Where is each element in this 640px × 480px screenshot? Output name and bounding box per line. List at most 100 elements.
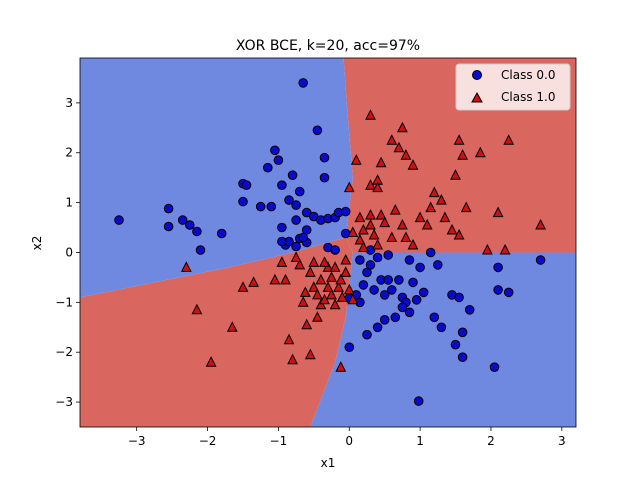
point-class-1 [400, 231, 412, 242]
x-tick-label: −3 [128, 434, 146, 448]
y-axis-ticks: −3 −2 −1 0 1 2 3 [55, 96, 80, 409]
point-class-0 [372, 252, 383, 263]
point-class-0 [457, 352, 468, 363]
point-class-0 [394, 275, 404, 285]
x-tick-label: 0 [345, 434, 353, 448]
point-class-1 [280, 273, 291, 285]
x-axis-ticks: −3 −2 −1 0 1 2 3 [128, 427, 566, 448]
point-class-1 [414, 211, 426, 223]
point-class-1 [340, 266, 352, 277]
point-class-1 [375, 209, 387, 220]
point-class-1 [276, 256, 288, 267]
point-class-1 [457, 149, 469, 160]
point-class-1 [421, 218, 433, 230]
y-tick-label: −1 [55, 295, 73, 309]
point-class-0 [291, 241, 301, 252]
point-class-0 [291, 200, 301, 210]
point-class-1 [340, 253, 352, 265]
y-tick-label: 1 [65, 196, 73, 210]
point-class-1 [326, 288, 337, 300]
point-class-1 [407, 159, 419, 170]
point-class-1 [350, 154, 362, 165]
point-class-0 [418, 287, 429, 298]
legend-box [455, 63, 571, 111]
point-class-1 [372, 181, 384, 193]
point-class-1 [335, 361, 347, 372]
decision-regions [80, 58, 576, 427]
point-class-0 [277, 236, 287, 247]
point-class-1 [453, 134, 465, 145]
point-class-0 [273, 155, 284, 165]
point-class-0 [255, 201, 266, 212]
point-class-1 [329, 261, 341, 272]
point-class-0 [298, 232, 309, 243]
point-class-0 [413, 396, 424, 406]
point-class-0 [450, 339, 461, 350]
point-class-1 [499, 243, 511, 255]
point-class-1 [290, 251, 302, 262]
point-class-0 [287, 170, 298, 180]
point-class-1 [315, 273, 327, 285]
point-class-1 [474, 146, 486, 158]
point-class-1 [335, 273, 347, 285]
point-class-1 [439, 211, 451, 223]
point-class-0 [340, 206, 351, 217]
point-class-0 [429, 312, 440, 323]
point-class-0 [294, 186, 305, 197]
point-class-0 [457, 327, 468, 338]
point-class-1 [248, 276, 260, 287]
point-class-1 [269, 273, 281, 285]
point-class-1 [237, 281, 249, 292]
point-class-1 [329, 298, 341, 310]
point-class-1 [226, 321, 238, 332]
y-tick-label: 3 [65, 96, 73, 110]
point-class-1 [336, 291, 348, 302]
x-tick-label: −2 [199, 434, 217, 448]
point-class-1 [304, 348, 316, 360]
point-class-0 [387, 285, 397, 295]
region-class-0 [310, 252, 576, 427]
point-class-0 [319, 152, 330, 163]
point-class-0 [436, 322, 447, 333]
point-class-0 [301, 207, 312, 218]
point-class-1 [180, 261, 192, 272]
point-class-1 [322, 281, 334, 292]
point-class-0 [404, 307, 415, 318]
point-class-1 [396, 121, 408, 133]
point-class-0 [216, 228, 227, 239]
point-class-1 [308, 281, 320, 292]
point-class-1 [357, 241, 369, 252]
point-class-0 [195, 245, 206, 255]
legend-triangle-marker [471, 91, 483, 103]
point-class-1 [407, 238, 419, 250]
point-class-1 [326, 271, 337, 282]
point-class-0 [369, 285, 379, 295]
plot-frame [79, 57, 577, 428]
x-tick-label: 2 [487, 434, 495, 448]
point-class-0 [344, 342, 355, 353]
point-class-0 [192, 226, 202, 237]
point-class-0 [185, 220, 195, 230]
point-class-0 [163, 221, 174, 232]
point-class-0 [270, 145, 280, 156]
point-class-1 [365, 218, 376, 230]
point-class-1 [319, 256, 330, 267]
point-class-1 [428, 186, 440, 198]
point-class-1 [446, 223, 458, 235]
point-class-0 [383, 250, 394, 260]
y-tick-label: −3 [55, 395, 73, 409]
point-class-0 [415, 262, 425, 273]
point-class-1 [368, 228, 380, 240]
point-class-1 [311, 288, 323, 300]
point-class-1 [450, 169, 461, 180]
point-class-1 [191, 303, 203, 315]
data-points [114, 78, 547, 406]
point-class-0 [177, 215, 188, 225]
point-class-0 [503, 287, 514, 298]
point-class-0 [372, 322, 383, 333]
y-tick-label: 2 [65, 146, 73, 160]
point-class-1 [343, 283, 355, 295]
point-class-1 [481, 243, 493, 255]
point-class-0 [284, 195, 294, 205]
